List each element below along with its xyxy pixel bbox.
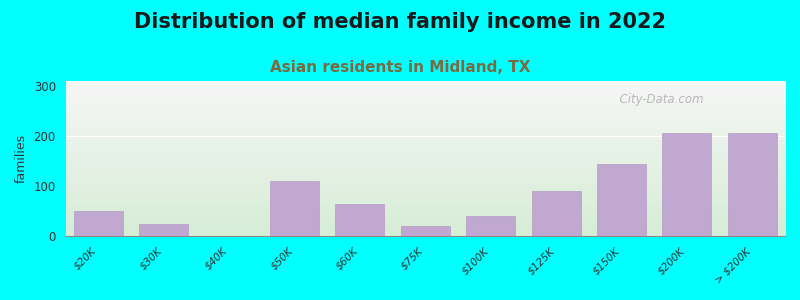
Y-axis label: families: families	[15, 134, 28, 183]
Text: Distribution of median family income in 2022: Distribution of median family income in …	[134, 12, 666, 32]
Bar	[728, 133, 777, 236]
Bar	[139, 224, 188, 236]
Bar	[401, 226, 450, 236]
Bar	[270, 181, 319, 236]
Bar	[74, 211, 122, 236]
Bar	[466, 216, 515, 236]
Bar	[597, 164, 646, 236]
Bar	[662, 133, 711, 236]
Bar	[335, 204, 384, 236]
Bar	[531, 191, 581, 236]
Text: City-Data.com: City-Data.com	[612, 93, 704, 106]
Text: Asian residents in Midland, TX: Asian residents in Midland, TX	[270, 60, 530, 75]
